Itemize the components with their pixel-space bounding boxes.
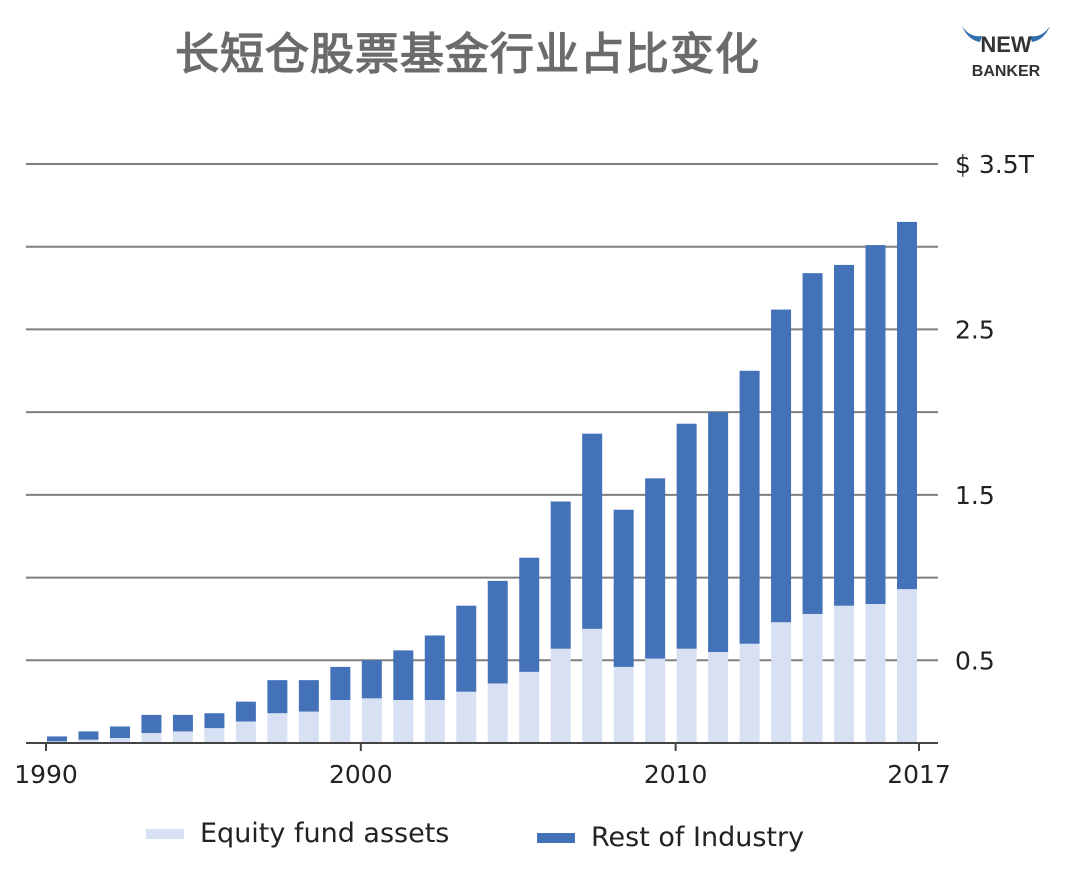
bar-equity-1995 bbox=[204, 728, 225, 743]
bar-equity-2008 bbox=[613, 666, 634, 743]
bar-equity-2005 bbox=[519, 671, 540, 743]
bar-equity-2011 bbox=[708, 652, 729, 743]
x-tick-label-1990: 1990 bbox=[14, 760, 78, 789]
bar-equity-1994 bbox=[172, 731, 193, 743]
bar-rest-1994 bbox=[172, 714, 193, 732]
bar-equity-2003 bbox=[456, 691, 477, 743]
legend-swatch-equity bbox=[146, 828, 184, 839]
bar-rest-2009 bbox=[645, 478, 666, 659]
bar-equity-2000 bbox=[361, 698, 382, 743]
bar-equity-1998 bbox=[298, 711, 319, 743]
bar-rest-1995 bbox=[204, 713, 225, 729]
bar-equity-2010 bbox=[676, 648, 697, 743]
bar-rest-1999 bbox=[330, 666, 351, 700]
bar-equity-2007 bbox=[582, 628, 603, 743]
x-tick-label-2000: 2000 bbox=[329, 760, 393, 789]
bar-rest-2016 bbox=[865, 245, 886, 605]
svg-text:BANKER: BANKER bbox=[972, 63, 1041, 80]
y-tick-label: 0.5 bbox=[955, 646, 995, 675]
bar-rest-2007 bbox=[582, 433, 603, 629]
bar-rest-2003 bbox=[456, 605, 477, 692]
bar-rest-2013 bbox=[771, 309, 792, 623]
bar-rest-2015 bbox=[834, 264, 855, 606]
bar-rest-2017 bbox=[897, 221, 917, 590]
bar-equity-1991 bbox=[78, 739, 99, 743]
bar-rest-1998 bbox=[298, 680, 319, 712]
bar-rest-2014 bbox=[802, 273, 823, 614]
x-tick-label-2010: 2010 bbox=[644, 760, 708, 789]
bar-equity-1992 bbox=[109, 738, 130, 743]
chart-title: 长短仓股票基金行业占比变化 bbox=[175, 29, 760, 80]
bar-equity-2001 bbox=[393, 699, 414, 743]
bar-equity-1997 bbox=[267, 713, 288, 743]
x-tick-label-2017: 2017 bbox=[887, 760, 951, 789]
bar-equity-2016 bbox=[865, 604, 886, 743]
legend-label-equity: Equity fund assets bbox=[200, 818, 450, 849]
bar-equity-2009 bbox=[645, 658, 666, 743]
bar-rest-1996 bbox=[235, 701, 256, 722]
y-tick-label: 1.5 bbox=[955, 481, 995, 510]
legend-item-rest: Rest of Industry bbox=[537, 822, 804, 853]
bar-equity-2012 bbox=[739, 643, 760, 743]
bar-rest-2006 bbox=[550, 501, 571, 649]
bar-rest-1993 bbox=[141, 714, 162, 734]
bar-equity-1996 bbox=[235, 721, 256, 743]
bar-rest-2012 bbox=[739, 370, 760, 644]
bar-rest-2005 bbox=[519, 557, 540, 672]
bar-equity-2017 bbox=[897, 589, 917, 743]
legend-swatch-rest bbox=[537, 832, 575, 843]
bar-equity-2004 bbox=[487, 683, 508, 743]
bar-equity-2015 bbox=[834, 605, 855, 743]
bar-rest-2004 bbox=[487, 580, 508, 684]
bar-equity-2006 bbox=[550, 648, 571, 743]
svg-text:NEW: NEW bbox=[980, 32, 1032, 57]
legend-item-equity: Equity fund assets bbox=[146, 818, 449, 849]
bar-rest-1997 bbox=[267, 680, 288, 714]
bar-rest-1992 bbox=[109, 726, 130, 739]
y-tick-label: $ 3.5T bbox=[955, 150, 1035, 179]
bar-equity-2002 bbox=[424, 699, 445, 743]
new-banker-logo: NEW BANKER bbox=[960, 22, 1052, 92]
bar-rest-1991 bbox=[78, 731, 99, 740]
bar-rest-2000 bbox=[361, 660, 382, 699]
bar-rest-2008 bbox=[613, 509, 634, 667]
bar-equity-1993 bbox=[141, 733, 162, 743]
y-tick-label: 2.5 bbox=[955, 315, 995, 344]
bar-rest-2002 bbox=[424, 635, 445, 700]
bar-rest-2001 bbox=[393, 650, 414, 700]
bar-rest-2011 bbox=[708, 412, 729, 653]
bar-rest-1990 bbox=[47, 736, 67, 742]
bar-equity-2014 bbox=[802, 613, 823, 743]
bar-equity-1999 bbox=[330, 699, 351, 743]
legend-label-rest: Rest of Industry bbox=[591, 822, 805, 853]
bar-rest-2010 bbox=[676, 423, 697, 649]
bar-equity-2013 bbox=[771, 622, 792, 743]
